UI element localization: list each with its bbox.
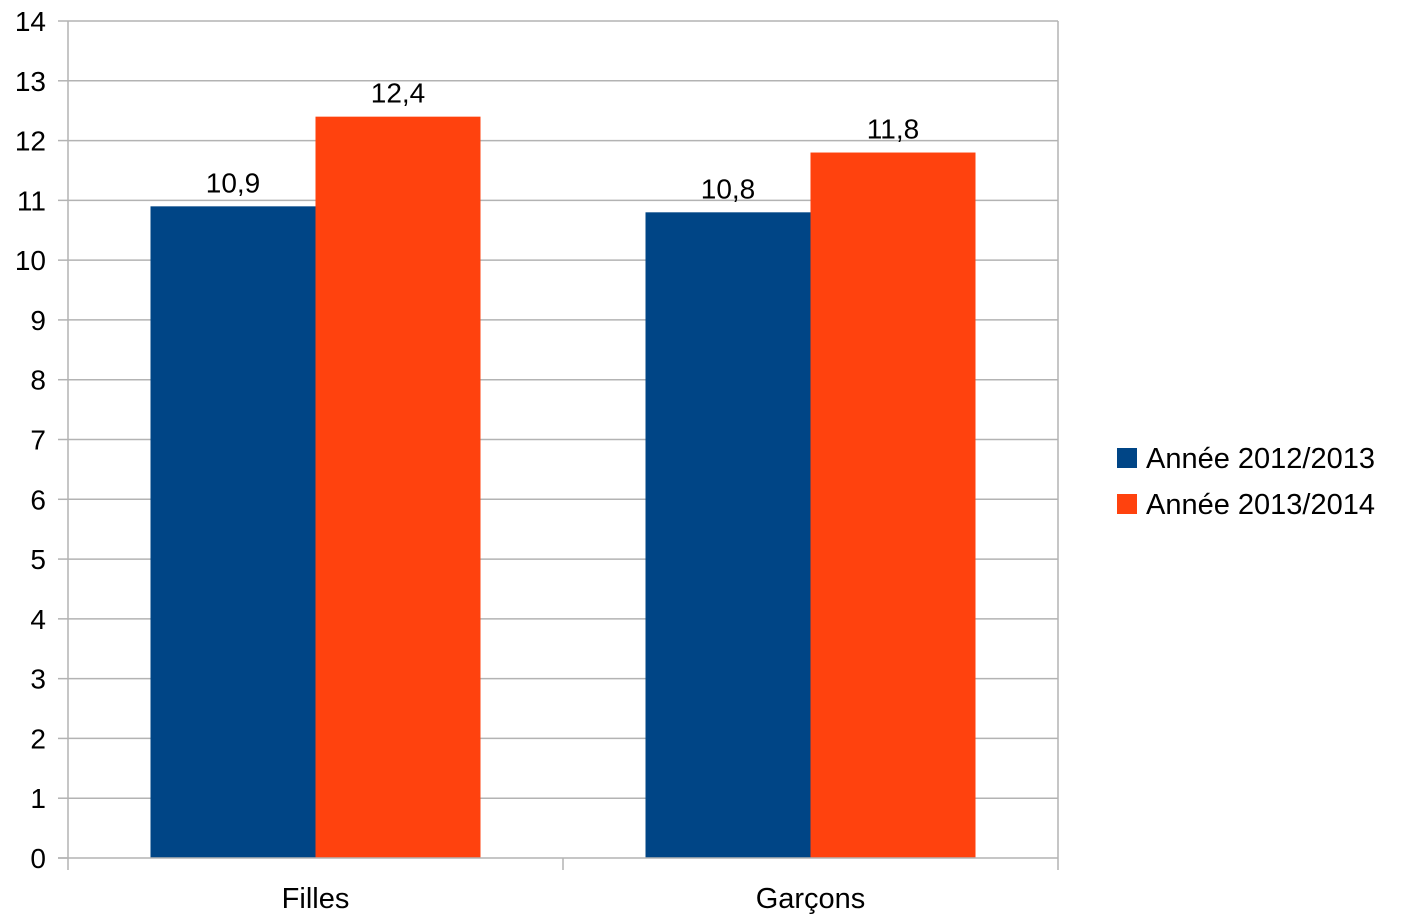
- bar-2-garons: [810, 152, 976, 858]
- y-tick-label: 10: [15, 245, 46, 276]
- data-label: 10,9: [206, 167, 261, 198]
- legend-label: Année 2013/2014: [1146, 489, 1375, 521]
- data-label: 10,8: [701, 173, 756, 204]
- bars: [150, 116, 976, 859]
- plot-frame: [67, 21, 1059, 870]
- y-tick-label: 9: [30, 305, 46, 336]
- y-tick-label: 0: [30, 843, 46, 874]
- y-tick-label: 4: [30, 604, 46, 635]
- y-tick-label: 12: [15, 126, 46, 157]
- y-tick-label: 6: [30, 484, 46, 515]
- y-tick-label: 7: [30, 425, 46, 456]
- legend-label: Année 2012/2013: [1146, 443, 1375, 475]
- bar-1-filles: [150, 206, 316, 859]
- x-category-label: Garçons: [756, 883, 866, 915]
- y-tick-label: 1: [30, 783, 46, 814]
- bar-1-garons: [645, 212, 811, 859]
- legend: Année 2012/2013 Année 2013/2014: [1117, 443, 1375, 521]
- y-tick-label: 5: [30, 544, 46, 575]
- data-label: 11,8: [867, 114, 919, 145]
- y-tick-label: 3: [30, 664, 46, 695]
- y-tick-label: 8: [30, 365, 46, 396]
- bar-2-filles: [315, 116, 481, 858]
- x-axis: Filles Garçons: [58, 857, 1058, 915]
- y-tick-label: 11: [17, 185, 46, 216]
- y-tick-label: 13: [15, 66, 46, 97]
- y-tick-label: 14: [15, 6, 46, 37]
- data-labels: 10,9 12,4 10,8 11,8: [206, 78, 919, 205]
- data-label: 12,4: [371, 78, 426, 109]
- legend-swatch: [1117, 494, 1137, 514]
- x-category-label: Filles: [282, 883, 350, 915]
- legend-swatch: [1117, 448, 1137, 468]
- y-tick-label: 2: [30, 723, 46, 754]
